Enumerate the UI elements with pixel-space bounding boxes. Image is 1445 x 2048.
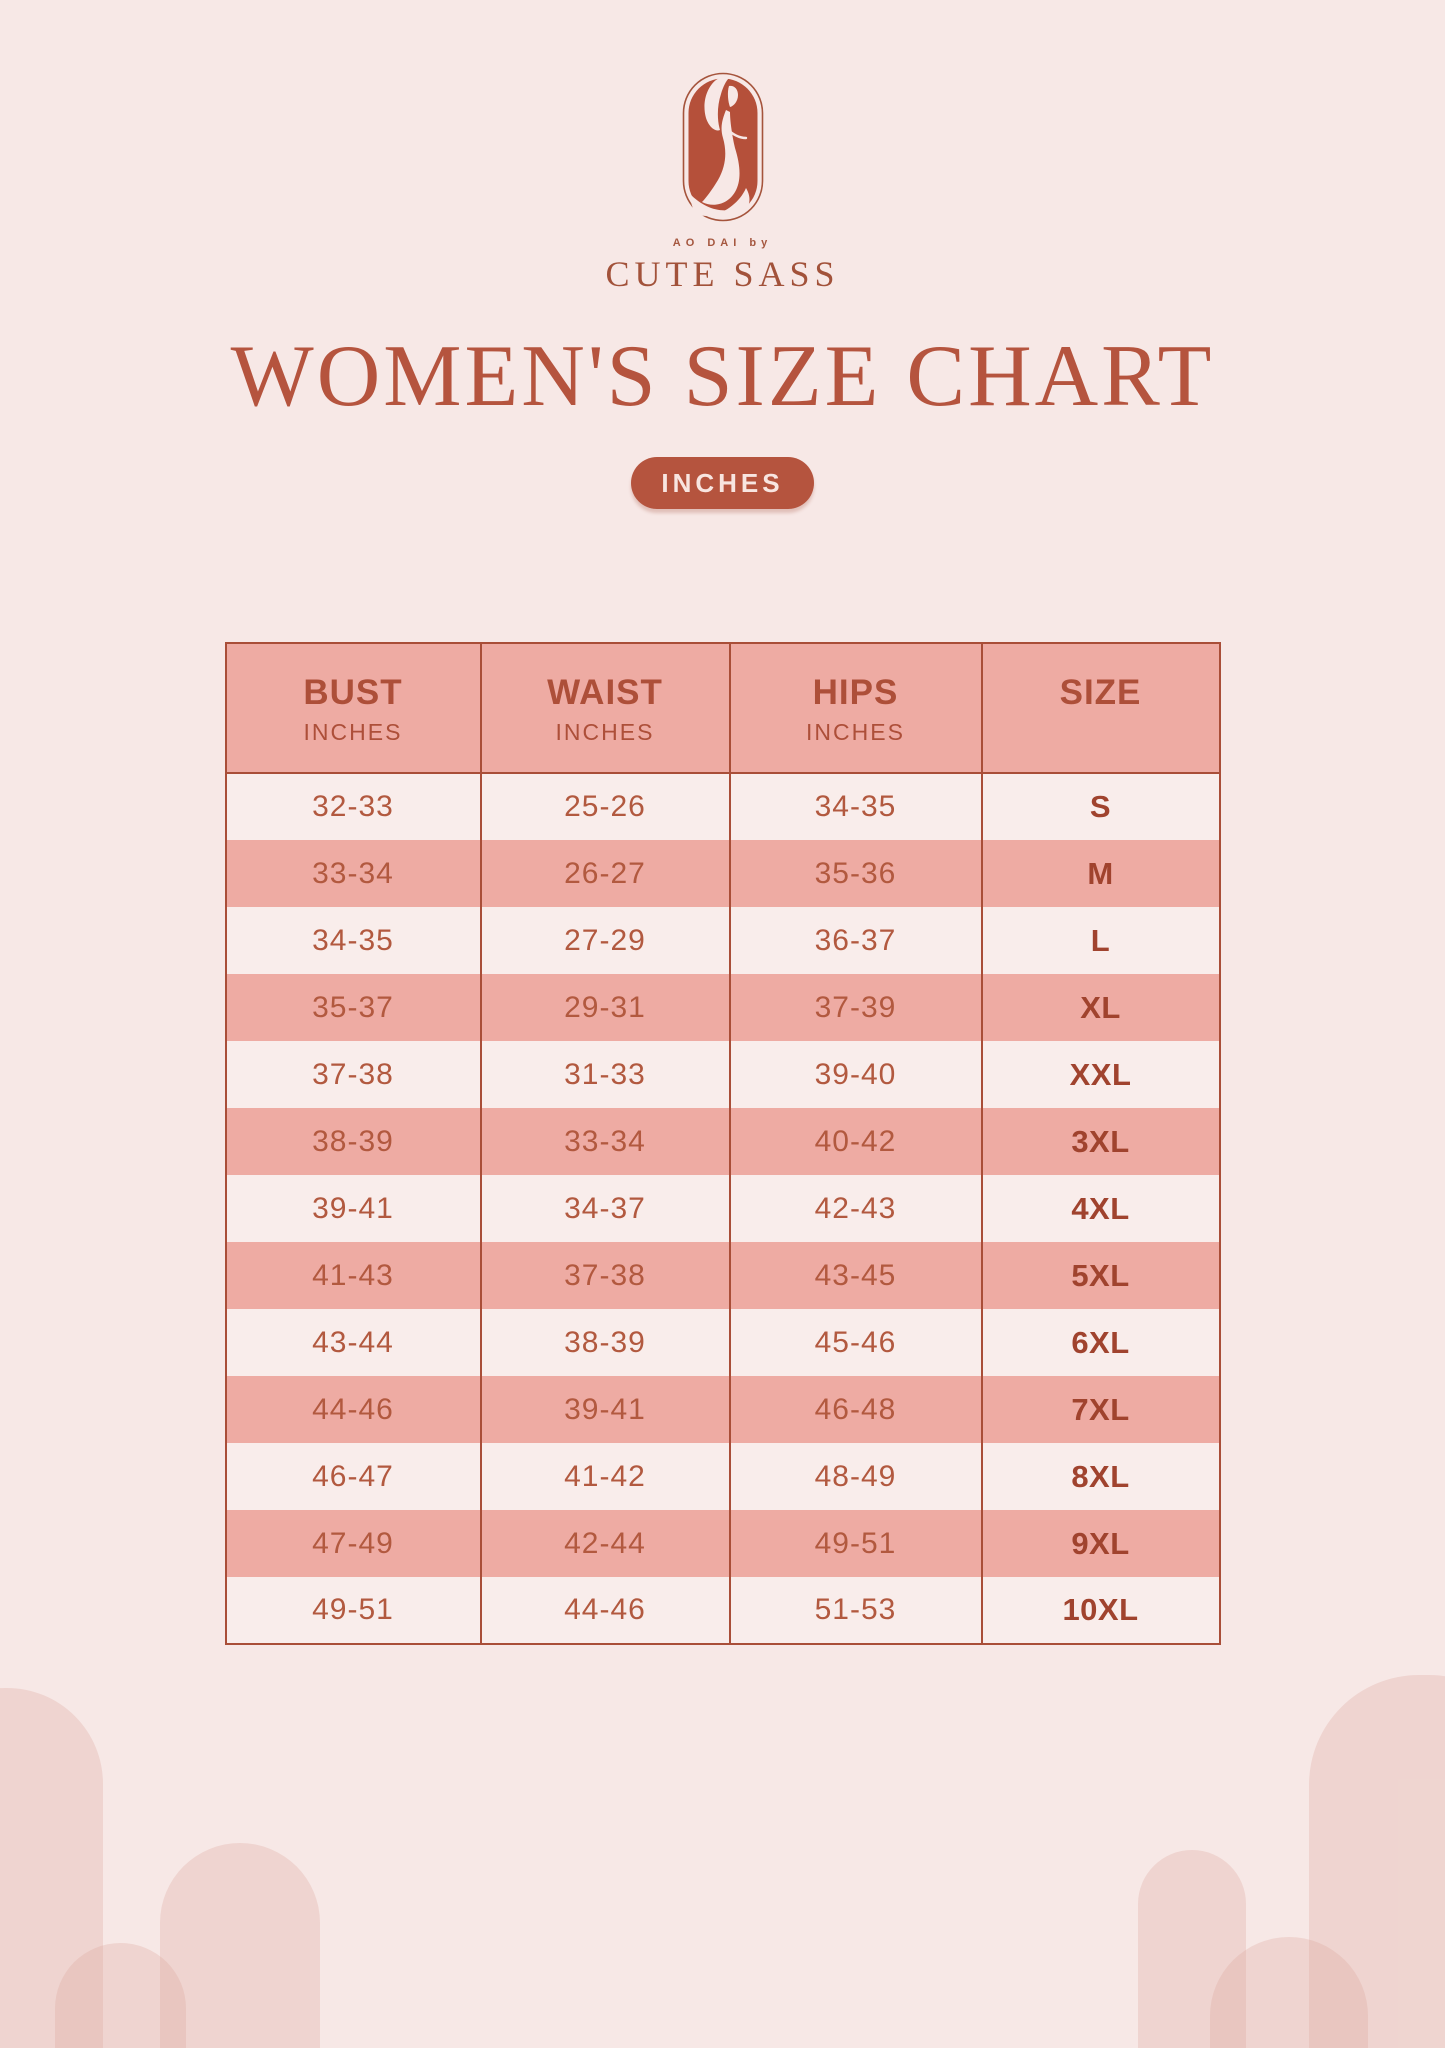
size-cell: 3XL	[980, 1108, 1220, 1175]
hips-cell: 49-51	[728, 1510, 982, 1577]
bust-cell: 43-44	[312, 1325, 394, 1359]
table-row: 35-37 29-31 37-39 XL	[225, 974, 1220, 1041]
table-row: 34-35 27-29 36-37 L	[225, 907, 1220, 974]
size-cell: 6XL	[980, 1309, 1220, 1376]
column-label: WAIST	[547, 673, 663, 712]
size-cell: 7XL	[980, 1376, 1220, 1443]
column-label: BUST	[303, 673, 403, 712]
bust-cell: 46-47	[312, 1459, 394, 1493]
waist-cell: 41-42	[479, 1443, 730, 1510]
hips-cell: 37-39	[728, 974, 982, 1041]
page-title: WOMEN'S SIZE CHART	[230, 328, 1215, 425]
column-sublabel: INCHES	[806, 719, 905, 745]
bust-cell: 34-35	[312, 923, 394, 957]
hips-cell: 46-48	[728, 1376, 982, 1443]
table-row: 33-34 26-27 35-36 M	[225, 840, 1220, 907]
size-cell: XL	[980, 974, 1220, 1041]
size-table-body: 32-33 25-26 34-35 S 33-34 26-27 35-36 M 34-35 27-…	[225, 773, 1220, 1644]
bust-cell: 38-39	[312, 1124, 394, 1158]
size-cell: M	[980, 840, 1220, 907]
size-cell: 10XL	[980, 1577, 1220, 1644]
hips-cell: 43-45	[728, 1242, 982, 1309]
hips-cell: 45-46	[728, 1309, 982, 1376]
size-table: BUST INCHES WAIST INCHES HIPS INCHES SIZ…	[224, 642, 1221, 1645]
waist-cell: 38-39	[479, 1309, 730, 1376]
arch-decoration-bottom-left-large	[0, 1688, 103, 2048]
column-sublabel: INCHES	[303, 719, 403, 745]
bust-cell: 41-43	[312, 1258, 394, 1292]
size-cell: 8XL	[980, 1443, 1220, 1510]
column-header-waist: WAIST INCHES	[479, 643, 730, 774]
waist-cell: 42-44	[479, 1510, 730, 1577]
hips-cell: 36-37	[728, 907, 982, 974]
waist-cell: 31-33	[479, 1041, 730, 1108]
arch-decoration-bottom-right-middle	[1138, 1850, 1246, 2048]
arch-decoration-bottom-left-small	[55, 1943, 186, 2048]
bust-cell: 37-38	[312, 1057, 394, 1091]
waist-cell: 26-27	[479, 840, 730, 907]
hips-cell: 34-35	[728, 773, 982, 840]
bust-cell: 39-41	[312, 1191, 394, 1225]
table-row: 32-33 25-26 34-35 S	[225, 773, 1220, 840]
hips-cell: 39-40	[728, 1041, 982, 1108]
column-label: HIPS	[812, 673, 899, 712]
arch-decoration-bottom-left-middle	[160, 1843, 320, 2048]
column-header-size: SIZE	[980, 643, 1220, 774]
brand-logo	[682, 72, 764, 227]
hips-cell: 40-42	[728, 1108, 982, 1175]
bust-cell: 44-46	[312, 1392, 394, 1426]
size-cell: S	[980, 773, 1220, 840]
table-row: 44-46 39-41 46-48 7XL	[225, 1376, 1220, 1443]
waist-cell: 29-31	[479, 974, 730, 1041]
waist-cell: 27-29	[479, 907, 730, 974]
table-row: 49-51 44-46 51-53 10XL	[225, 1577, 1220, 1644]
waist-cell: 33-34	[479, 1108, 730, 1175]
brand-tagline: AO DAI by	[672, 237, 773, 249]
table-row: 39-41 34-37 42-43 4XL	[225, 1175, 1220, 1242]
unit-badge: INCHES	[631, 457, 814, 509]
size-cell: L	[980, 907, 1220, 974]
table-row: 41-43 37-38 43-45 5XL	[225, 1242, 1220, 1309]
table-row: 47-49 42-44 49-51 9XL	[225, 1510, 1220, 1577]
size-cell: 5XL	[980, 1242, 1220, 1309]
column-sublabel: INCHES	[555, 719, 655, 745]
waist-cell: 39-41	[479, 1376, 730, 1443]
table-row: 37-38 31-33 39-40 XXL	[225, 1041, 1220, 1108]
waist-cell: 34-37	[479, 1175, 730, 1242]
size-cell: 4XL	[980, 1175, 1220, 1242]
bust-cell: 32-33	[312, 790, 394, 823]
column-header-hips: HIPS INCHES	[728, 643, 982, 774]
column-label: SIZE	[1059, 673, 1142, 712]
waist-cell: 44-46	[479, 1577, 730, 1644]
hips-cell: 35-36	[728, 840, 982, 907]
waist-cell: 37-38	[479, 1242, 730, 1309]
size-cell: 9XL	[980, 1510, 1220, 1577]
bust-cell: 47-49	[312, 1526, 394, 1560]
bust-cell: 33-34	[312, 856, 394, 890]
column-sublabel	[983, 719, 1219, 759]
arch-decoration-bottom-right-large	[1309, 1675, 1445, 2048]
table-row: 38-39 33-34 40-42 3XL	[225, 1108, 1220, 1175]
table-header-row: BUST INCHES WAIST INCHES HIPS INCHES SIZ…	[225, 643, 1220, 774]
bust-cell: 35-37	[312, 990, 394, 1024]
hips-cell: 42-43	[728, 1175, 982, 1242]
table-row: 46-47 41-42 48-49 8XL	[225, 1443, 1220, 1510]
brand-name: CUTE SASS	[605, 254, 840, 294]
size-cell: XXL	[980, 1041, 1220, 1108]
hips-cell: 51-53	[728, 1577, 982, 1644]
column-header-bust: BUST INCHES	[225, 643, 481, 774]
woman-in-ao-dai-logo-icon	[682, 72, 763, 222]
waist-cell: 25-26	[479, 773, 730, 840]
bust-cell: 49-51	[312, 1593, 394, 1626]
hips-cell: 48-49	[728, 1443, 982, 1510]
table-row: 43-44 38-39 45-46 6XL	[225, 1309, 1220, 1376]
